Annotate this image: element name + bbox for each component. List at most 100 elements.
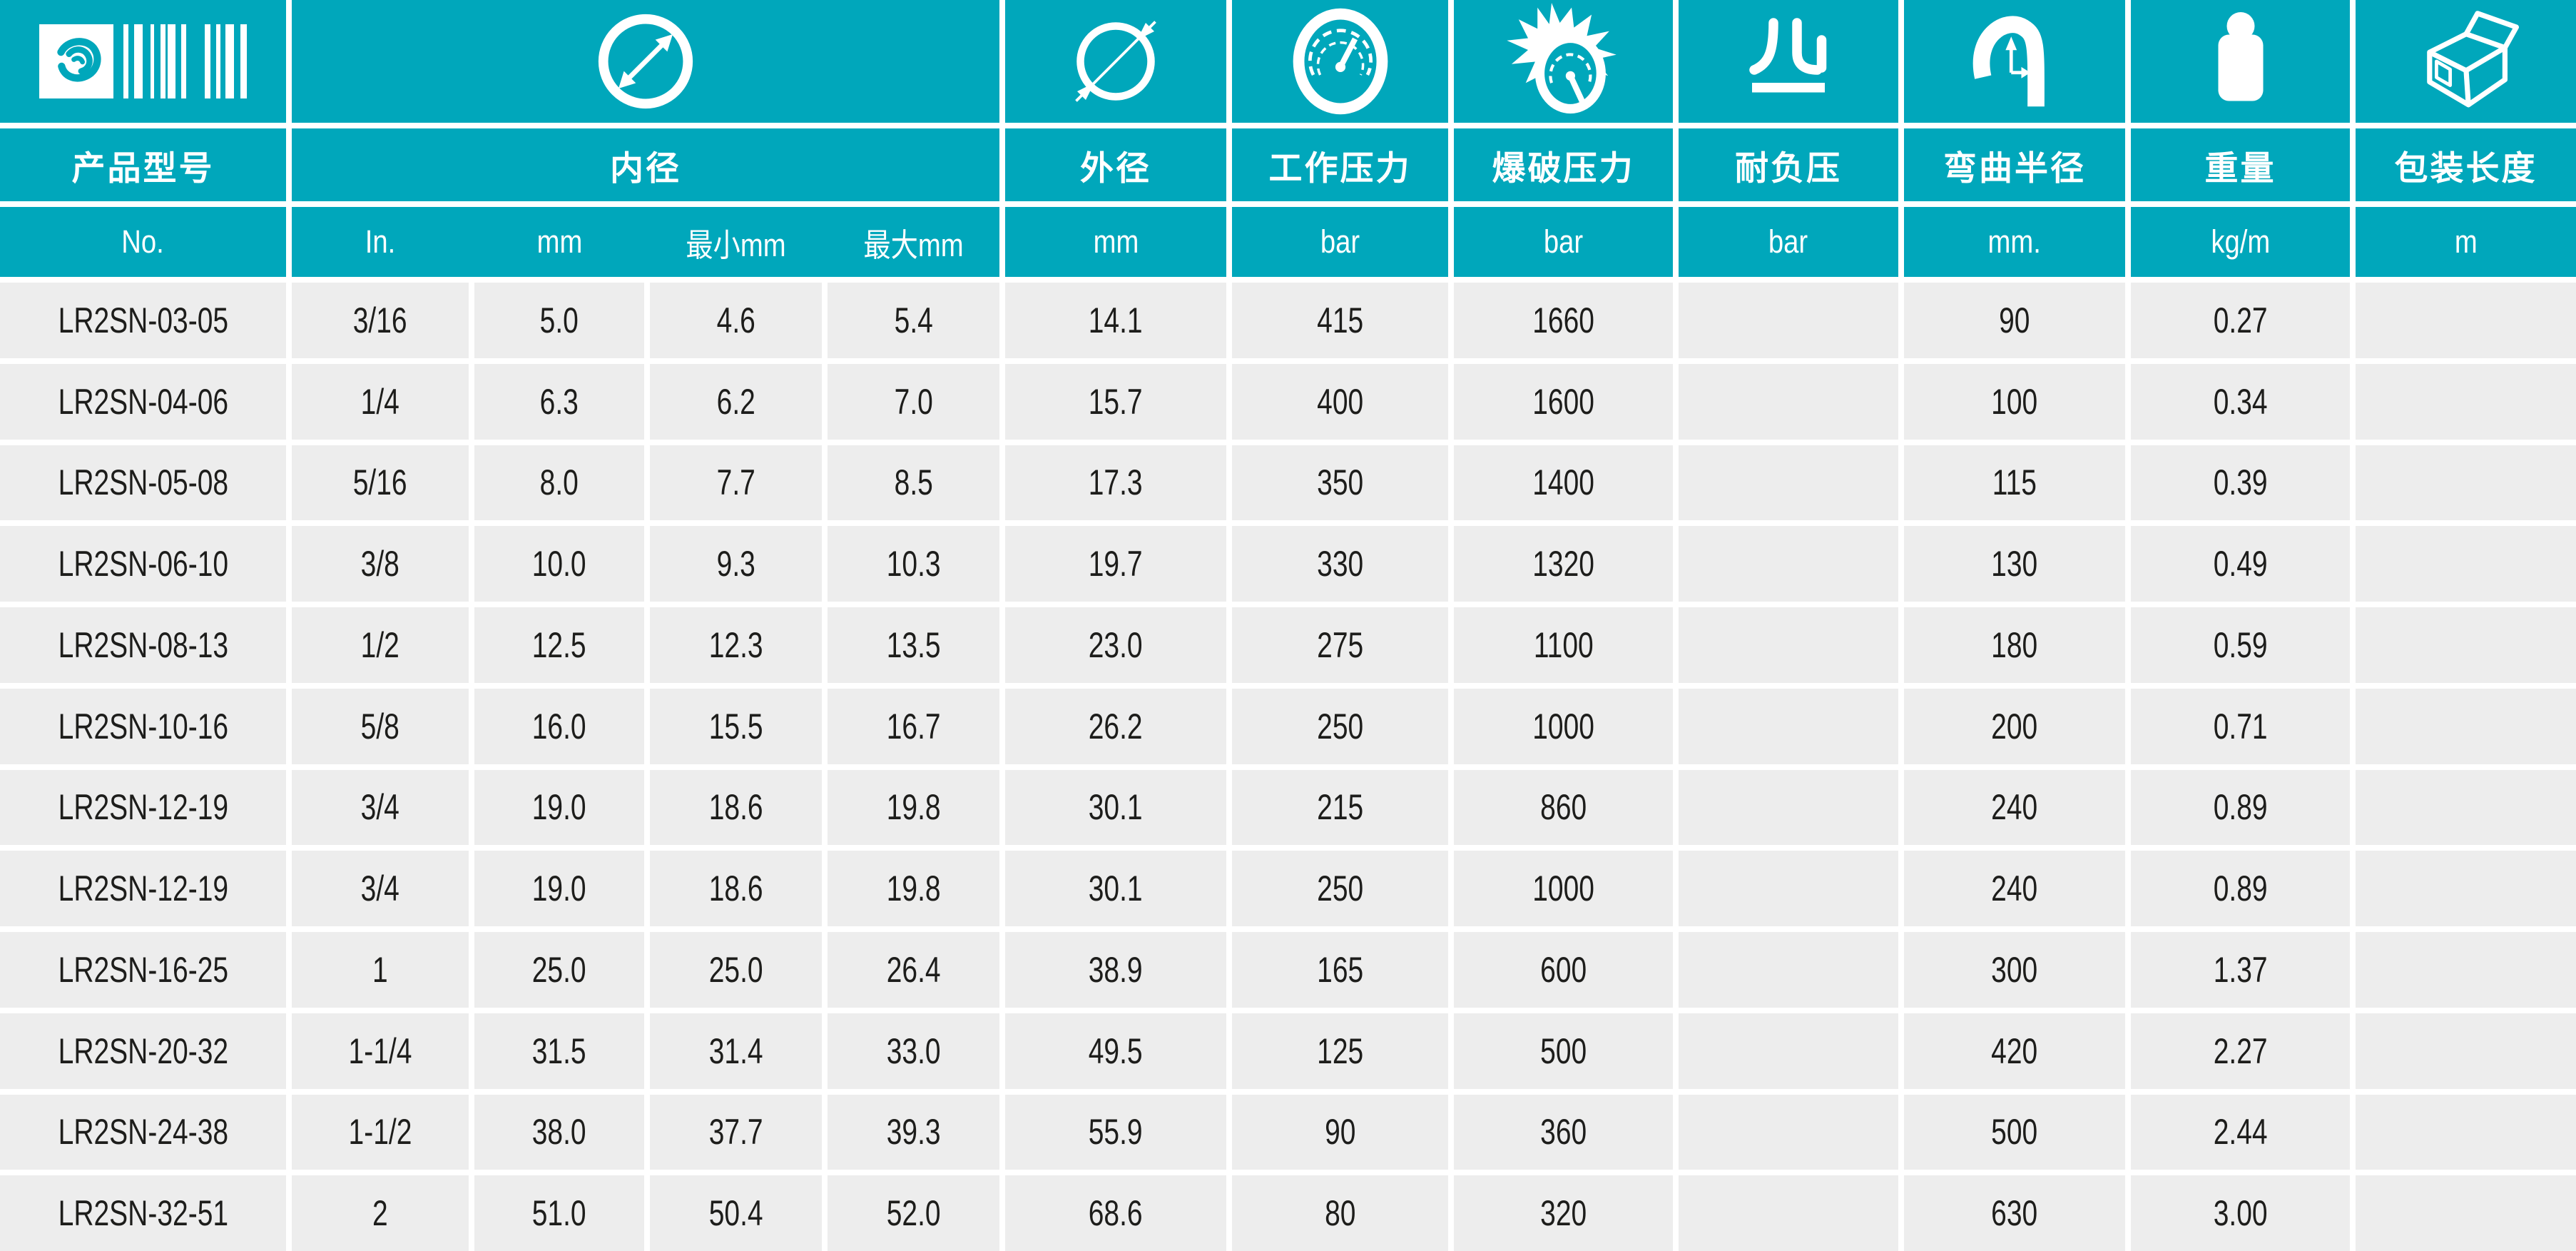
data-cell: 415	[1232, 283, 1448, 358]
cell-value: 0.34	[2213, 381, 2268, 422]
cell-value: 200	[1991, 706, 2038, 746]
model-cell: LR2SN-20-32	[0, 1013, 286, 1089]
data-cell: 6.3	[474, 363, 644, 440]
cell-value: 415	[1316, 300, 1364, 340]
cell-value: 31.4	[708, 1030, 763, 1071]
unit-weight: kg/m	[2131, 207, 2350, 277]
cell-value: 0.59	[2213, 624, 2268, 665]
logo-barcode-icon	[123, 24, 247, 98]
data-cell: 100	[1904, 363, 2125, 440]
cell-value: 8.0	[539, 462, 579, 503]
cell-value: 6.3	[539, 381, 579, 422]
cell-value: 250	[1316, 706, 1364, 746]
data-cell: 240	[1904, 769, 2125, 846]
data-cell: 10.3	[828, 526, 999, 602]
cell-value: 360	[1539, 1112, 1587, 1153]
data-cell	[2356, 1013, 2576, 1089]
cell-value: 0.71	[2213, 706, 2268, 746]
cell-value: 37.7	[708, 1112, 763, 1153]
weight-icon	[2131, 0, 2350, 123]
cell-value: 300	[1991, 949, 2038, 990]
data-cell: 3.00	[2131, 1175, 2350, 1251]
cell-value: LR2SN-10-16	[58, 706, 228, 746]
data-cell: 25.0	[474, 932, 644, 1008]
cell-value: LR2SN-08-13	[58, 624, 228, 665]
data-cell: 5.4	[828, 283, 999, 358]
cell-value: 18.6	[708, 868, 763, 909]
cell-value: 15.5	[708, 706, 763, 746]
data-cell: 1/4	[292, 363, 469, 440]
cell-value: 26.2	[1089, 706, 1143, 746]
cell-value: 33.0	[886, 1030, 941, 1071]
cell-value: 330	[1316, 544, 1364, 584]
data-cell: 1600	[1454, 363, 1673, 440]
cell-value: 400	[1316, 381, 1364, 422]
data-cell: 600	[1454, 932, 1673, 1008]
cell-value: 38.9	[1089, 949, 1143, 990]
data-cell: 125	[1232, 1013, 1448, 1089]
data-cell: 1/2	[292, 607, 469, 683]
cell-value: 1	[372, 949, 388, 990]
data-cell: 1000	[1454, 688, 1673, 764]
brand-logo	[0, 0, 286, 123]
cell-value: 1660	[1532, 300, 1594, 340]
col-header-inner-diameter: 内径	[292, 128, 999, 201]
data-cell: 80	[1232, 1175, 1448, 1251]
data-cell	[1679, 851, 1898, 926]
cell-value: 630	[1991, 1193, 2038, 1234]
data-cell	[1679, 607, 1898, 683]
cell-value: 68.6	[1089, 1193, 1143, 1234]
data-cell: 38.9	[1005, 932, 1226, 1008]
data-cell: 1-1/4	[292, 1013, 469, 1089]
data-cell: 5.0	[474, 283, 644, 358]
data-cell: 330	[1232, 526, 1448, 602]
cell-value: 1.37	[2213, 949, 2268, 990]
cell-value: 30.1	[1089, 787, 1143, 828]
data-cell: 33.0	[828, 1013, 999, 1089]
data-cell: 0.71	[2131, 688, 2350, 764]
data-cell: 23.0	[1005, 607, 1226, 683]
cell-value: LR2SN-03-05	[58, 300, 228, 340]
data-cell: 15.7	[1005, 363, 1226, 440]
data-cell: 1000	[1454, 851, 1673, 926]
data-cell: 51.0	[474, 1175, 644, 1251]
data-cell: 5/16	[292, 445, 469, 521]
cell-value: 7.7	[716, 462, 755, 503]
cell-value: LR2SN-12-19	[58, 787, 228, 828]
cell-value: 50.4	[708, 1193, 763, 1234]
cell-value: 1000	[1532, 868, 1594, 909]
cell-value: 25.0	[532, 949, 586, 990]
model-cell: LR2SN-24-38	[0, 1094, 286, 1170]
data-cell: 8.5	[828, 445, 999, 521]
cell-value: 1-1/2	[348, 1112, 412, 1153]
data-cell: 7.0	[828, 363, 999, 440]
data-cell: 19.8	[828, 851, 999, 926]
cell-value: 30.1	[1089, 868, 1143, 909]
data-cell: 500	[1454, 1013, 1673, 1089]
data-cell: 0.34	[2131, 363, 2350, 440]
data-cell: 13.5	[828, 607, 999, 683]
data-cell: 180	[1904, 607, 2125, 683]
model-cell: LR2SN-12-19	[0, 851, 286, 926]
data-cell: 1400	[1454, 445, 1673, 521]
cell-value: 350	[1316, 462, 1364, 503]
cell-value: 165	[1316, 949, 1364, 990]
data-cell: 18.6	[650, 851, 822, 926]
cell-value: 12.5	[532, 624, 586, 665]
vacuum-icon	[1679, 0, 1898, 123]
data-cell: 250	[1232, 851, 1448, 926]
data-cell: 500	[1904, 1094, 2125, 1170]
data-cell	[1679, 283, 1898, 358]
col-header-working-pressure: 工作压力	[1232, 128, 1448, 201]
data-cell: 320	[1454, 1175, 1673, 1251]
data-cell: 3/8	[292, 526, 469, 602]
model-cell: LR2SN-16-25	[0, 932, 286, 1008]
data-cell	[2356, 932, 2576, 1008]
data-cell: 39.3	[828, 1094, 999, 1170]
cell-value: 3.00	[2213, 1193, 2268, 1234]
data-cell: 1100	[1454, 607, 1673, 683]
data-cell	[2356, 283, 2576, 358]
cell-value: 180	[1991, 624, 2038, 665]
cell-value: 2.44	[2213, 1112, 2268, 1153]
data-cell: 10.0	[474, 526, 644, 602]
